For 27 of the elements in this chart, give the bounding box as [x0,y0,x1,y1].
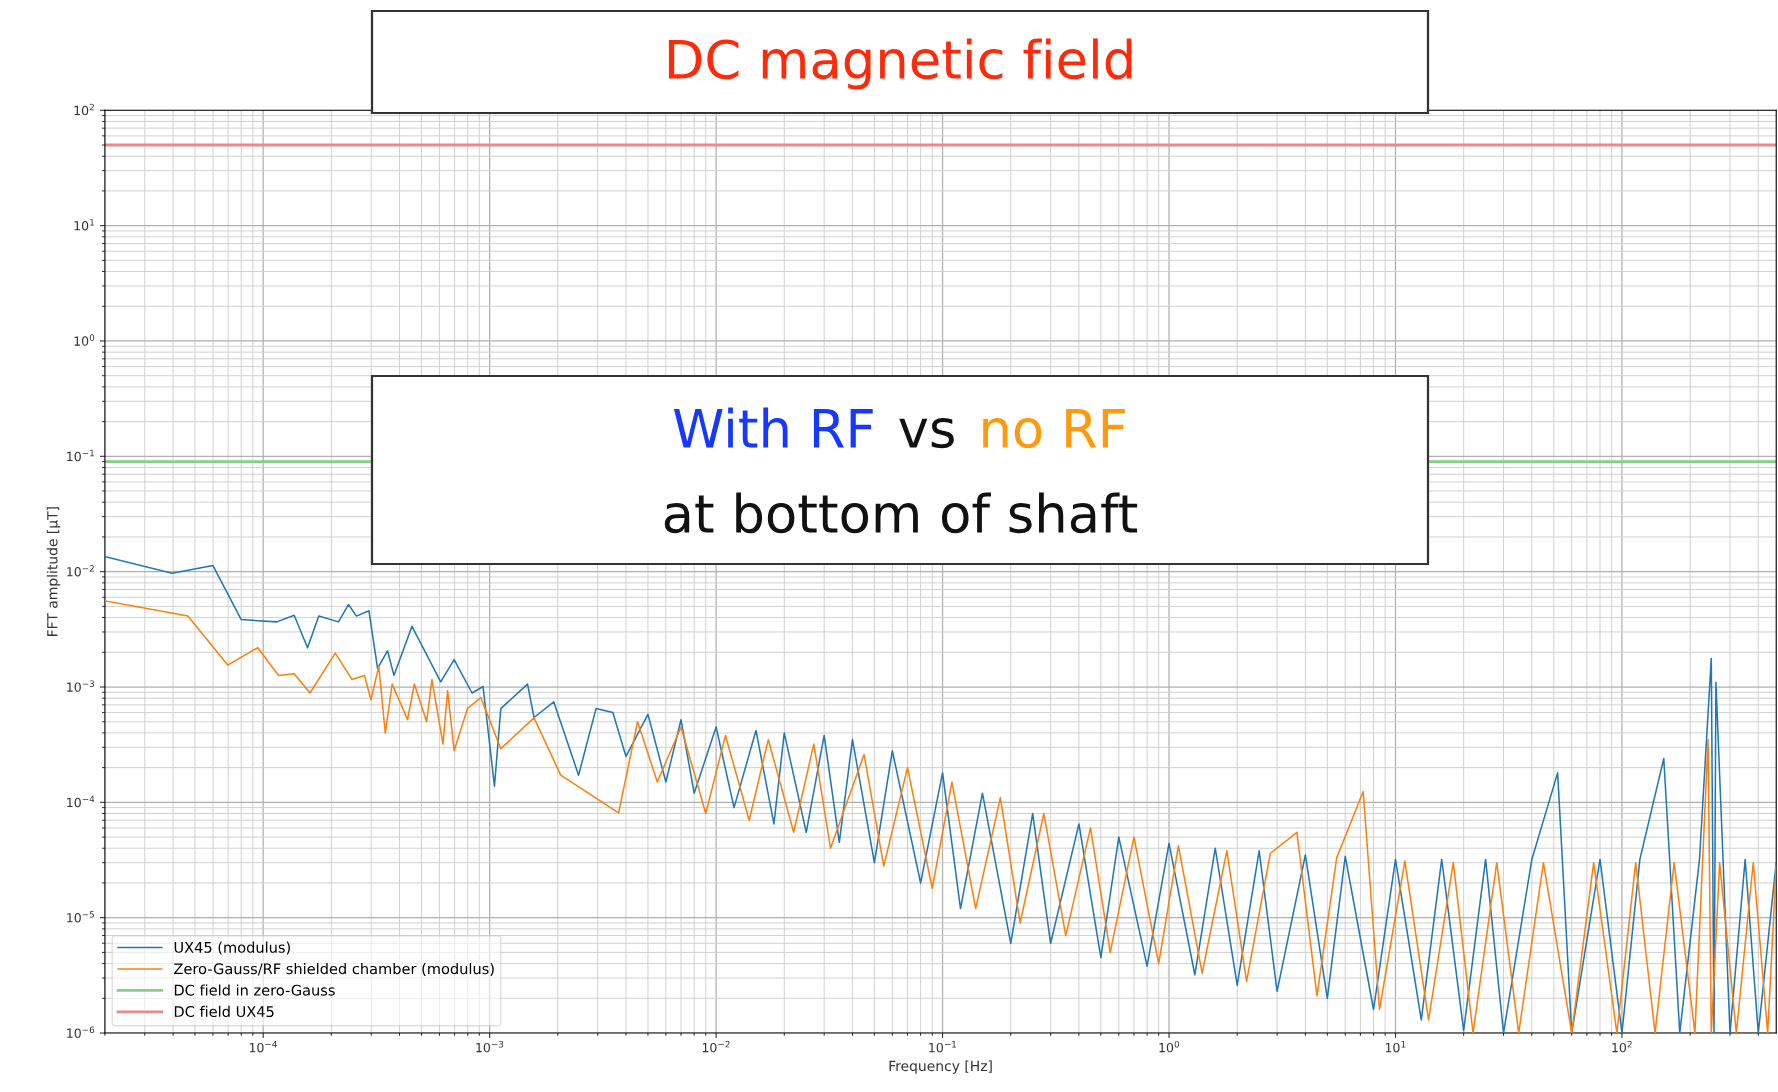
y-axis-title: FFT amplitude [μT] [46,507,61,636]
y-tick-label: 10$^{2}$ [74,103,94,116]
x-tick-label: 10$^{−2}$ [702,1040,730,1053]
annotation: With RF [673,407,873,448]
legend-label: UX45 (modulus) [174,941,290,955]
y-tick-label: 10$^{−1}$ [67,449,94,462]
chart-title: DC magnetic field [668,38,1132,90]
legend-label: DC field in zero-Gauss [174,984,335,996]
y-tick-label: 10$^{−2}$ [67,565,94,577]
annotation: no RF [983,409,1125,449]
y-tick-label: 10$^{−4}$ [67,795,95,808]
annotation: vs [899,418,954,449]
x-tick-label: 10$^{−1}$ [929,1041,956,1053]
y-tick-label: 10$^{−5}$ [67,911,94,923]
y-tick-label: 10$^{1}$ [74,219,94,231]
x-tick-label: 10$^{2}$ [1612,1040,1632,1053]
y-tick-label: 10$^{−3}$ [67,680,95,692]
legend-label: Zero-Gauss/RF shielded chamber (modulus) [174,962,494,976]
legend-label: DC field UX45 [174,1005,274,1018]
x-tick-label: 10$^{−3}$ [476,1040,504,1053]
x-axis-title: Frequency [Hz] [889,1060,992,1074]
annotation: at bottom of shaft [664,492,1138,534]
x-tick-label: 10$^{1}$ [1385,1041,1406,1053]
y-tick-label: 10$^{−6}$ [67,1026,95,1038]
y-tick-label: 10$^{0}$ [74,334,95,346]
x-tick-label: 10$^{0}$ [1159,1040,1180,1053]
x-tick-label: 10$^{−4}$ [249,1041,277,1053]
